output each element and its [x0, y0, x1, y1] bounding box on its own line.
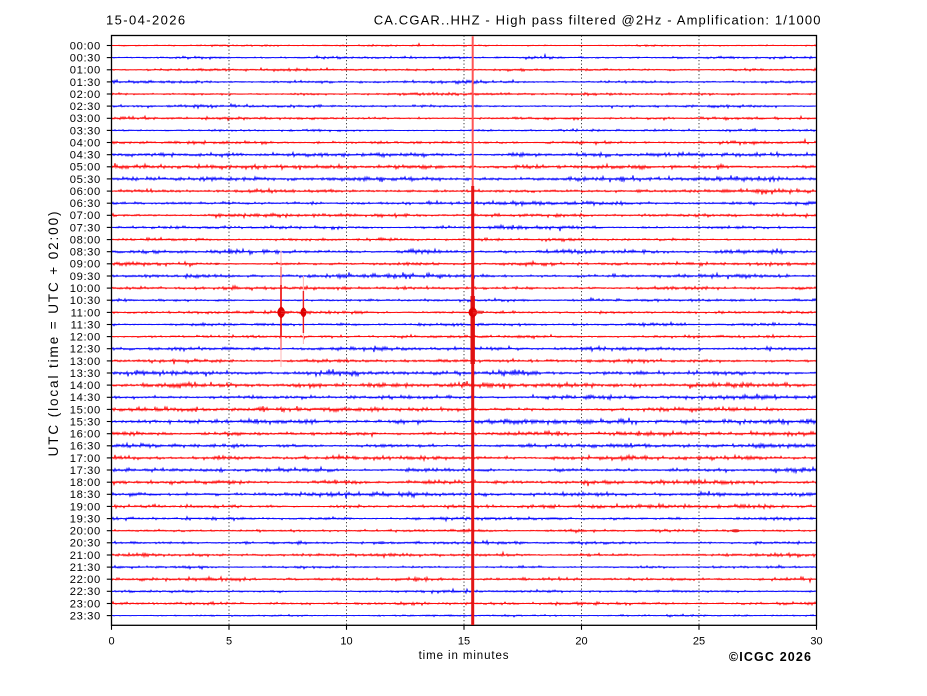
- svg-text:17:30: 17:30: [70, 465, 101, 477]
- svg-text:12:00: 12:00: [70, 332, 101, 344]
- svg-text:03:00: 03:00: [70, 113, 101, 125]
- svg-text:01:30: 01:30: [70, 77, 101, 89]
- svg-text:18:30: 18:30: [70, 489, 101, 501]
- svg-text:UTC (local time = UTC + 02:00): UTC (local time = UTC + 02:00): [46, 210, 61, 457]
- svg-text:22:30: 22:30: [70, 586, 101, 598]
- svg-text:07:30: 07:30: [70, 222, 101, 234]
- svg-text:16:00: 16:00: [70, 429, 101, 441]
- svg-text:15:30: 15:30: [70, 416, 101, 428]
- svg-text:02:30: 02:30: [70, 101, 101, 113]
- svg-text:00:00: 00:00: [70, 40, 101, 52]
- svg-text:07:00: 07:00: [70, 210, 101, 222]
- svg-text:15:00: 15:00: [70, 404, 101, 416]
- svg-text:23:30: 23:30: [70, 611, 101, 623]
- svg-text:25: 25: [693, 636, 705, 648]
- svg-text:09:30: 09:30: [70, 271, 101, 283]
- svg-text:18:00: 18:00: [70, 477, 101, 489]
- svg-text:20:00: 20:00: [70, 526, 101, 538]
- svg-text:time in minutes: time in minutes: [419, 650, 510, 662]
- svg-text:04:00: 04:00: [70, 137, 101, 149]
- svg-text:21:00: 21:00: [70, 550, 101, 562]
- svg-text:13:30: 13:30: [70, 368, 101, 380]
- svg-text:11:00: 11:00: [71, 307, 101, 319]
- svg-text:08:30: 08:30: [70, 247, 101, 259]
- svg-text:03:30: 03:30: [70, 125, 101, 137]
- svg-text:06:30: 06:30: [70, 198, 101, 210]
- svg-text:02:00: 02:00: [70, 89, 101, 101]
- svg-text:13:00: 13:00: [70, 356, 101, 368]
- svg-text:CA.CGAR..HHZ - High pass filte: CA.CGAR..HHZ - High pass filtered @2Hz -…: [374, 12, 822, 27]
- svg-text:10:30: 10:30: [70, 295, 101, 307]
- svg-text:©ICGC 2026: ©ICGC 2026: [729, 650, 812, 664]
- svg-text:06:00: 06:00: [70, 186, 101, 198]
- svg-text:11:30: 11:30: [71, 319, 101, 331]
- svg-text:08:00: 08:00: [70, 235, 101, 247]
- svg-text:22:00: 22:00: [70, 574, 101, 586]
- svg-text:20:30: 20:30: [70, 538, 101, 550]
- svg-text:05:30: 05:30: [70, 174, 101, 186]
- svg-text:05:00: 05:00: [70, 162, 101, 174]
- svg-text:5: 5: [226, 636, 232, 648]
- svg-text:0: 0: [108, 636, 114, 648]
- svg-text:01:00: 01:00: [70, 65, 101, 77]
- svg-text:20: 20: [575, 636, 587, 648]
- svg-text:12:30: 12:30: [70, 344, 101, 356]
- svg-text:14:30: 14:30: [70, 392, 101, 404]
- svg-text:30: 30: [810, 636, 822, 648]
- svg-text:15: 15: [458, 636, 470, 648]
- svg-text:10: 10: [340, 636, 352, 648]
- svg-text:14:00: 14:00: [70, 380, 101, 392]
- svg-text:19:30: 19:30: [70, 514, 101, 526]
- svg-text:00:30: 00:30: [70, 53, 101, 65]
- svg-text:16:30: 16:30: [70, 441, 101, 453]
- svg-text:10:00: 10:00: [70, 283, 101, 295]
- svg-text:21:30: 21:30: [70, 562, 101, 574]
- svg-text:19:00: 19:00: [70, 501, 101, 513]
- svg-text:04:30: 04:30: [70, 150, 101, 162]
- svg-text:17:00: 17:00: [70, 453, 101, 465]
- svg-text:09:00: 09:00: [70, 259, 101, 271]
- svg-text:15-04-2026: 15-04-2026: [106, 12, 187, 27]
- svg-text:23:00: 23:00: [70, 598, 101, 610]
